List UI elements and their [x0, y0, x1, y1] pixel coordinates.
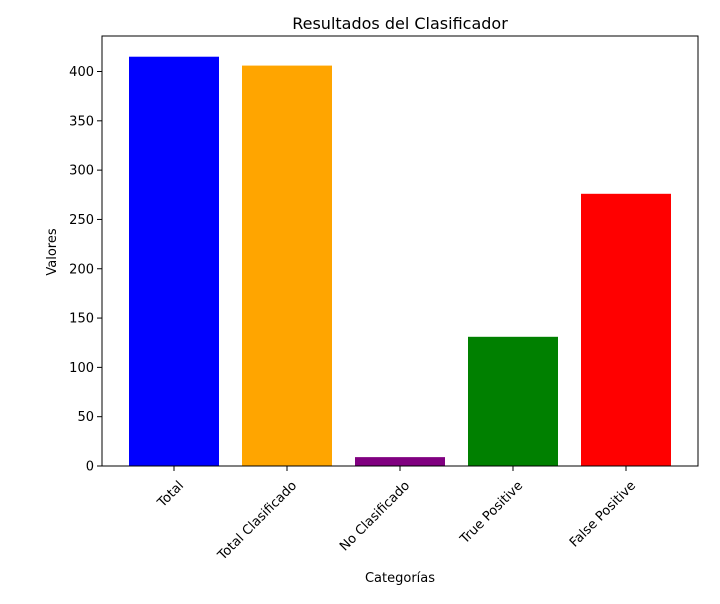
bar-no-clasificado [355, 457, 445, 466]
chart-title: Resultados del Clasificador [292, 14, 508, 33]
x-axis-label: Categorías [365, 571, 435, 586]
y-tick-label: 200 [69, 262, 94, 277]
y-tick-label: 350 [69, 114, 94, 129]
x-tick-label: Total [154, 478, 187, 511]
y-tick-label: 0 [86, 460, 94, 475]
x-tick-label: No Clasificado [337, 478, 413, 554]
plot-area: 0 50 100 150 200 250 300 350 400 Total Total Clasi… [69, 35, 699, 564]
y-tick-label: 400 [69, 65, 94, 80]
x-tick-label: Total Clasificado [214, 478, 300, 564]
bar-total-clasificado [242, 65, 332, 466]
y-tick-label: 300 [69, 164, 94, 179]
bar-false-positive [581, 193, 671, 467]
x-tick-label: False Positive [567, 478, 639, 550]
y-tick-label: 150 [69, 312, 94, 327]
x-tick-label: True Positive [457, 478, 526, 547]
y-tick-label: 100 [69, 361, 94, 376]
bar-true-positive [468, 336, 558, 466]
bar-total [129, 56, 219, 467]
y-tick-label: 250 [69, 213, 94, 228]
y-tick-label: 50 [77, 410, 94, 425]
y-axis-label: Valores [45, 228, 60, 275]
